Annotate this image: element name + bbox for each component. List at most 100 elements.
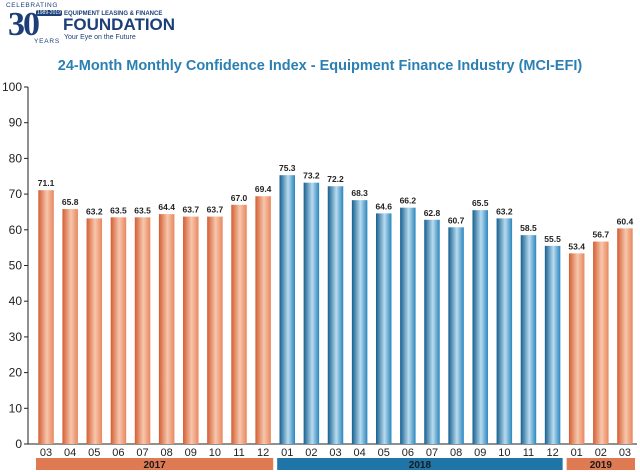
bar xyxy=(134,217,151,444)
chart-title: 24-Month Monthly Confidence Index - Equi… xyxy=(57,58,583,74)
bar xyxy=(424,219,440,444)
bar-value-label: 75.3 xyxy=(279,163,296,173)
x-tick-label: 10 xyxy=(209,447,221,459)
y-tick-label: 80 xyxy=(9,151,23,165)
x-tick-label: 05 xyxy=(378,447,390,459)
year-label: 2017 xyxy=(143,460,166,471)
year-label: 2018 xyxy=(409,460,432,471)
bar xyxy=(496,218,513,444)
bar-value-label: 64.4 xyxy=(158,202,175,212)
y-tick-label: 10 xyxy=(9,401,23,415)
bar-value-label: 55.5 xyxy=(544,234,561,244)
bar-value-label: 53.4 xyxy=(568,241,585,251)
year-band xyxy=(277,458,563,470)
x-tick-label: 12 xyxy=(257,447,269,459)
y-tick-label: 30 xyxy=(9,330,23,344)
bar xyxy=(303,182,320,444)
bar xyxy=(400,207,416,444)
bar-value-label: 63.2 xyxy=(496,206,513,216)
logo-org-name: EQUIPMENT LEASING & FINANCE xyxy=(64,11,163,17)
bar xyxy=(279,175,296,444)
bar-value-label: 67.0 xyxy=(231,193,248,203)
bar xyxy=(375,213,392,444)
bar xyxy=(472,210,488,444)
x-tick-label: 02 xyxy=(305,447,317,459)
bar xyxy=(183,216,199,444)
bar xyxy=(351,200,368,444)
x-tick-label: 01 xyxy=(281,447,293,459)
x-tick-label: 11 xyxy=(233,447,244,459)
x-tick-label: 03 xyxy=(619,447,631,459)
bar-value-label: 71.1 xyxy=(38,178,55,188)
bar xyxy=(593,241,609,444)
bar xyxy=(86,218,103,444)
x-tick-label: 07 xyxy=(136,447,148,459)
x-tick-label: 11 xyxy=(523,447,534,459)
bar-value-label: 69.4 xyxy=(255,184,272,194)
x-tick-label: 03 xyxy=(329,447,341,459)
bar-value-label: 73.2 xyxy=(303,171,320,181)
bar-value-label: 64.6 xyxy=(375,201,392,211)
bar xyxy=(448,227,464,444)
x-tick-label: 04 xyxy=(353,447,365,459)
bar xyxy=(255,196,271,444)
bar-value-label: 60.7 xyxy=(448,215,465,225)
bar xyxy=(568,253,585,444)
y-tick-label: 50 xyxy=(9,259,23,273)
y-tick-label: 40 xyxy=(9,294,23,308)
bar-value-label: 63.7 xyxy=(183,205,200,215)
x-tick-label: 02 xyxy=(595,447,607,459)
x-tick-label: 09 xyxy=(185,447,197,459)
bar-value-label: 66.2 xyxy=(400,196,417,206)
x-tick-label: 03 xyxy=(40,447,52,459)
bar xyxy=(544,245,561,444)
x-tick-label: 09 xyxy=(474,447,486,459)
y-tick-label: 70 xyxy=(9,187,23,201)
x-tick-label: 01 xyxy=(571,447,583,459)
y-tick-label: 100 xyxy=(2,80,22,94)
bar-value-label: 58.5 xyxy=(520,223,537,233)
x-tick-label: 07 xyxy=(426,447,438,459)
bar xyxy=(158,214,175,444)
logo-years-text: YEARS xyxy=(34,38,61,45)
bar-value-label: 63.5 xyxy=(110,205,127,215)
y-tick-label: 60 xyxy=(9,223,23,237)
bar-value-label: 68.3 xyxy=(351,188,368,198)
y-tick-label: 20 xyxy=(9,366,23,380)
bar xyxy=(38,190,54,444)
x-tick-label: 06 xyxy=(402,447,414,459)
bar-value-label: 65.8 xyxy=(62,197,79,207)
bar-value-label: 56.7 xyxy=(593,230,610,240)
bar xyxy=(207,216,223,444)
logo-years-range: 1989-2019 xyxy=(36,10,62,16)
bar-value-label: 63.7 xyxy=(207,205,224,215)
year-label: 2019 xyxy=(590,460,613,471)
x-tick-label: 08 xyxy=(161,447,173,459)
bar-value-label: 60.4 xyxy=(617,216,634,226)
bar-value-label: 62.8 xyxy=(424,208,441,218)
x-tick-label: 05 xyxy=(88,447,100,459)
logo-foundation-word: FOUNDATION xyxy=(63,15,176,34)
year-band xyxy=(36,458,274,470)
logo-celebrating-text: CELEBRATING xyxy=(6,2,58,9)
bar xyxy=(520,235,537,444)
bar-value-label: 65.5 xyxy=(472,198,489,208)
x-tick-label: 12 xyxy=(546,447,558,459)
bar xyxy=(110,217,127,444)
x-tick-label: 06 xyxy=(112,447,124,459)
foundation-logo: CELEBRATING 30 1989-2019 YEARS EQUIPMENT… xyxy=(6,2,176,48)
logo-30-mark: 30 xyxy=(8,6,40,43)
bar-value-label: 63.5 xyxy=(134,205,151,215)
logo-tagline: Your Eye on the Future xyxy=(64,34,136,41)
bar xyxy=(617,228,633,444)
bar-value-label: 63.2 xyxy=(86,206,103,216)
x-tick-label: 04 xyxy=(64,447,76,459)
x-tick-label: 10 xyxy=(498,447,510,459)
y-tick-label: 90 xyxy=(9,116,23,130)
y-tick-label: 0 xyxy=(15,437,22,451)
bar-value-label: 72.2 xyxy=(327,174,344,184)
bar xyxy=(62,209,78,444)
x-tick-label: 08 xyxy=(450,447,462,459)
bar xyxy=(231,204,247,444)
